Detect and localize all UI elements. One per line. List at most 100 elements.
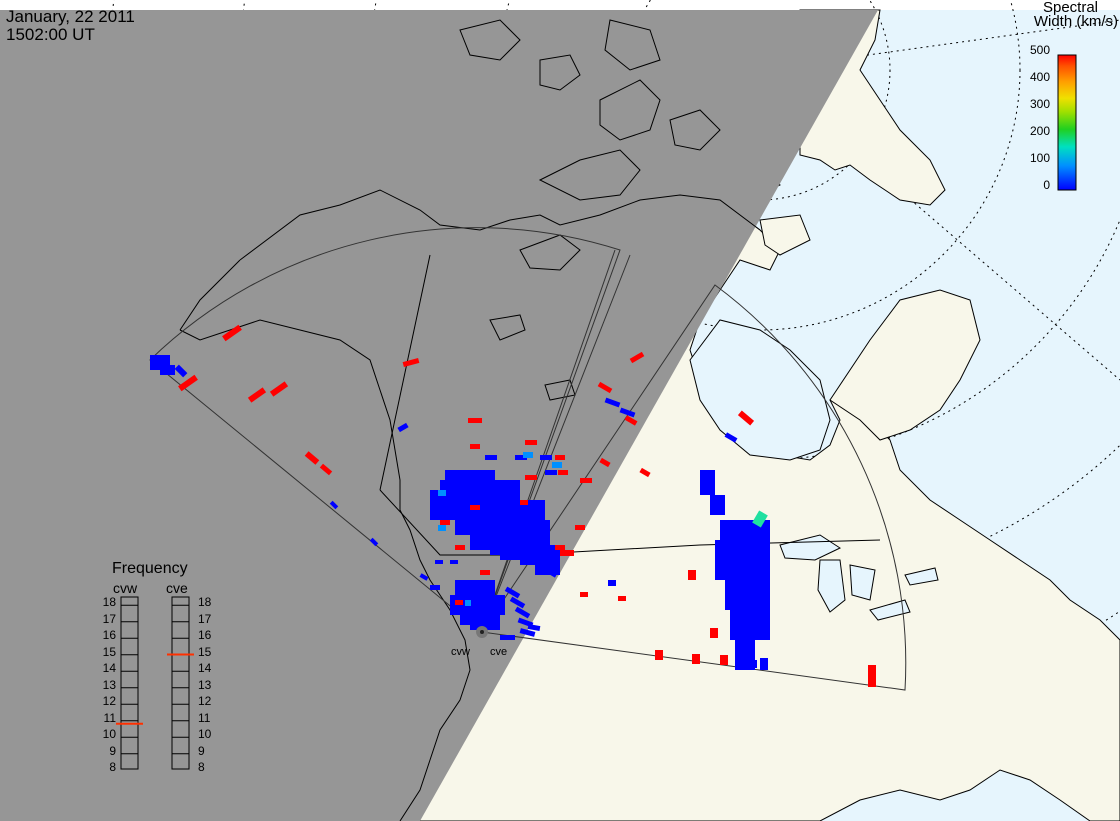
frequency-tick-label: 18 (198, 595, 212, 609)
colorbar-tick: 200 (1029, 124, 1050, 138)
echo-cell (523, 452, 533, 458)
echo-cell (555, 455, 565, 460)
echo-cell (580, 592, 588, 597)
echo-cell (655, 650, 663, 660)
echo-cell (540, 455, 552, 460)
frequency-tick-label: 10 (102, 727, 116, 741)
echo-cell (419, 573, 429, 581)
echo-cell (555, 545, 565, 550)
frequency-tick-label: 14 (198, 661, 212, 675)
echo-cell (544, 567, 558, 578)
echo-cell (468, 418, 482, 423)
echo-cell (525, 475, 537, 480)
echo-cell (639, 467, 651, 478)
colorbar-tick: 0 (1043, 178, 1050, 192)
echo-cell (629, 351, 645, 364)
echo-cell (580, 478, 592, 483)
echo-cell (500, 635, 515, 640)
echo-cell (438, 490, 446, 496)
echo-cell (752, 510, 768, 528)
echo-cell (604, 397, 621, 408)
echo-cell (460, 485, 490, 495)
frequency-tick-label: 18 (102, 595, 116, 609)
quebec-labrador (829, 289, 981, 441)
colorbar-title-line1: Spectral (1042, 0, 1098, 16)
echo-cell (710, 628, 718, 638)
echo-cell (402, 358, 420, 367)
echo-cell (730, 610, 770, 640)
echo-cell (535, 555, 560, 575)
radar-fov (149, 227, 907, 691)
echo-cell (560, 550, 574, 556)
radar-site-center (480, 630, 484, 634)
echo-cell (319, 463, 333, 476)
echo-cell (597, 381, 613, 394)
echo-cell (720, 655, 728, 665)
frequency-tick-label: 15 (102, 644, 116, 659)
echo-cells (150, 324, 876, 687)
echo-cell (525, 440, 537, 445)
frequency-gauges (120, 596, 190, 770)
echo-cell (470, 620, 500, 630)
echo-cell (619, 407, 636, 418)
echo-cell (174, 364, 188, 378)
frequency-tick-label: 12 (198, 694, 212, 708)
echo-cell (688, 570, 696, 580)
frequency-tick-label: 16 (102, 628, 116, 642)
echo-cell (450, 560, 458, 564)
hudson-bay (689, 319, 831, 461)
echo-cell (440, 520, 450, 525)
echo-cell (455, 600, 463, 605)
radar-label-cvw: cvw (451, 646, 470, 658)
frequency-tick-label: 17 (198, 611, 212, 626)
night-terminator-shade (0, 10, 878, 821)
echo-cell (269, 381, 289, 397)
echo-cell (465, 600, 471, 606)
echo-cell (509, 596, 526, 609)
echo-cell (575, 525, 585, 530)
colorbar-title-line2: Width (km/s) (1033, 13, 1118, 30)
frequency-tick-label: 13 (102, 677, 116, 692)
frequency-tick-label: 8 (198, 760, 205, 774)
frequency-tick-label: 9 (109, 743, 116, 758)
echo-cell (624, 415, 638, 426)
time-label: 1502:00 UT (6, 25, 95, 44)
colorbar-tick: 100 (1029, 151, 1050, 165)
echo-cell (480, 570, 490, 575)
echo-cell (178, 374, 198, 392)
echo-cell (692, 654, 700, 664)
echo-cell (438, 525, 446, 531)
echo-cell (519, 628, 536, 637)
echo-cell (222, 324, 242, 342)
frequency-title: Frequency (112, 560, 188, 577)
echo-cell (329, 500, 339, 510)
echo-cell (445, 470, 495, 485)
echo-cell (485, 455, 497, 460)
frequency-tick-label: 16 (198, 628, 212, 642)
echo-cell (304, 451, 320, 465)
frequency-tick-label: 12 (102, 694, 116, 708)
echo-cell (160, 365, 175, 375)
echo-cell (435, 560, 443, 564)
echo-cell (545, 470, 557, 475)
frequency-tick-label: 17 (102, 611, 116, 626)
frequency-tick-label: 13 (198, 677, 212, 692)
frequency-tick-label: 8 (109, 760, 116, 774)
echo-cell (247, 387, 267, 403)
echo-cell (470, 444, 480, 449)
echo-cell (700, 470, 715, 495)
cve-gauge-label: cve (166, 580, 188, 596)
echo-cell (599, 457, 611, 468)
echo-cell (745, 660, 757, 668)
colorbar-tick: 400 (1029, 70, 1050, 84)
echo-cell (514, 606, 531, 619)
echo-cell (558, 470, 568, 475)
cvw-gauge-label: cvw (113, 580, 138, 596)
echo-cell (455, 545, 465, 550)
frequency-gauge-ticks (121, 604, 189, 755)
colorbar-tick: 500 (1029, 43, 1050, 57)
frequency-tick-label: 9 (198, 743, 205, 758)
echo-cell (760, 658, 768, 670)
